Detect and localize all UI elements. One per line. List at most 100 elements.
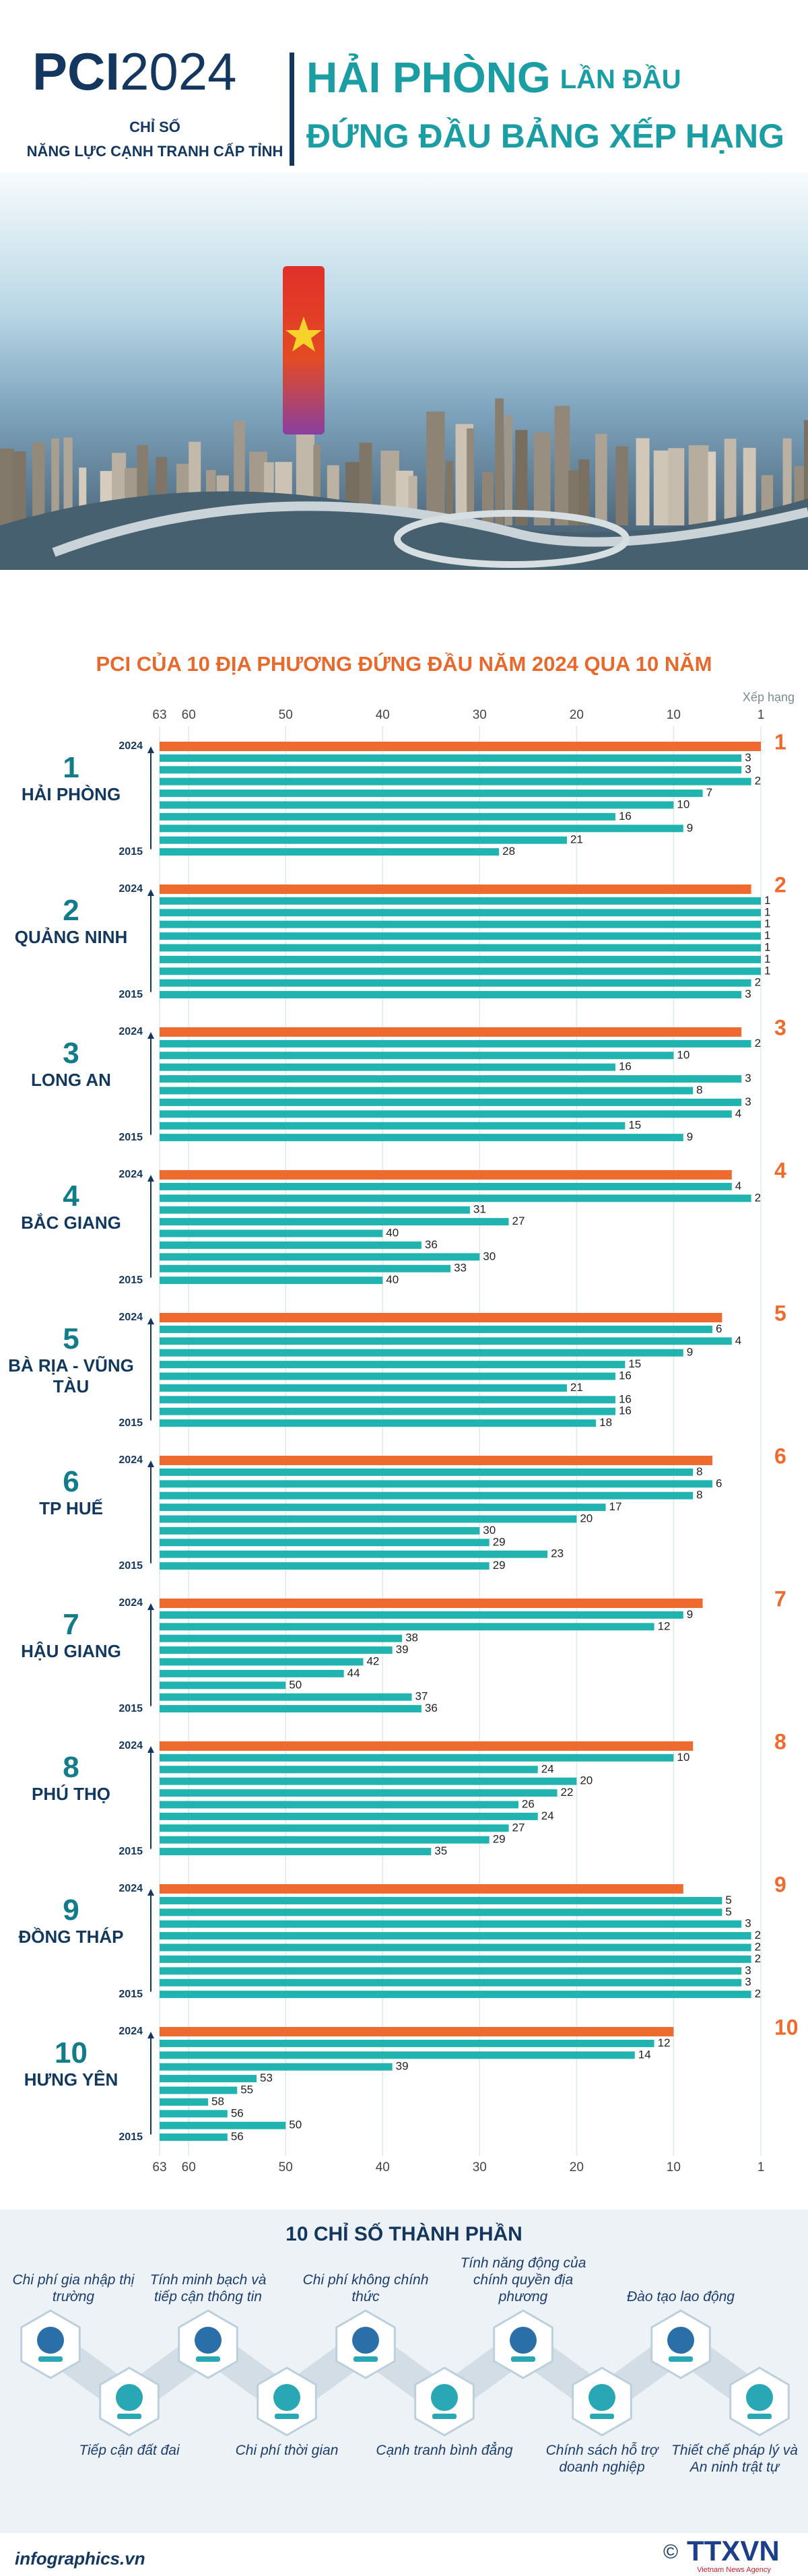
value-label: 15: [628, 1119, 641, 1132]
value-label: 3: [745, 1095, 751, 1108]
axis-arrow-head: [147, 1746, 154, 1753]
y-tick-label: 2024: [119, 1026, 143, 1037]
value-label: 2: [755, 1952, 761, 1965]
component-label: Cạnh tranh bình đẳng: [376, 2443, 513, 2458]
y-tick-label: 2024: [119, 740, 143, 752]
band: [41, 2329, 769, 2417]
value-label: 3: [745, 1917, 751, 1930]
value-label: 16: [619, 1369, 632, 1382]
bar: [160, 1967, 742, 1975]
bar: [160, 777, 751, 785]
y-tick-label: 2024: [119, 1597, 143, 1609]
bar: [160, 1361, 626, 1369]
value-label: 16: [619, 1405, 632, 1417]
building: [578, 459, 590, 525]
building: [636, 438, 650, 525]
component-label: Chính sách hỗ trợ doanh nghiệp: [545, 2443, 659, 2475]
group-label: 3 LONG AN: [5, 1037, 137, 1091]
x-tick-label: 50: [279, 2160, 293, 2175]
group-label: 4 BẮC GIANG: [5, 1180, 137, 1233]
y-tick-label: 2015: [119, 989, 143, 1000]
components-title: 10 CHỈ SỐ THÀNH PHẦN: [285, 2222, 523, 2245]
value-label: 20: [580, 1774, 593, 1787]
value-label: 8: [696, 1465, 702, 1478]
bar: [160, 754, 742, 762]
icon: [196, 2356, 220, 2362]
building: [32, 442, 45, 525]
icon: [195, 2327, 222, 2354]
value-label: 6: [716, 1322, 722, 1335]
bar: [160, 1491, 694, 1500]
value-label: 1: [774, 730, 786, 754]
header-bg: [0, 0, 808, 172]
bar: [160, 1122, 626, 1130]
group-rank: 9: [63, 1894, 79, 1927]
icon: [273, 2384, 300, 2411]
value-label: 9: [687, 1346, 693, 1359]
bar: [160, 2051, 635, 2059]
bar: [160, 1253, 480, 1261]
bar: [160, 801, 674, 809]
bar: [160, 1337, 732, 1345]
value-label: 58: [211, 2095, 224, 2108]
icon: [511, 2356, 535, 2362]
group-rank: 10: [55, 2036, 88, 2069]
bar: [160, 2121, 286, 2129]
icon: [431, 2384, 458, 2411]
bar: [160, 1753, 674, 1762]
building: [63, 437, 73, 525]
legend-entry: TP HUẾ: [39, 1498, 103, 1518]
bar: [160, 1539, 490, 1547]
value-label: 3: [745, 988, 751, 1000]
value-label: 2: [755, 1037, 761, 1050]
value-label: 27: [512, 1215, 525, 1227]
value-label: 9: [687, 1608, 693, 1621]
headline-line2: ĐỨNG ĐẦU BẢNG XẾP HẠNG: [306, 117, 784, 155]
value-label: 44: [347, 1667, 360, 1679]
value-label: 23: [551, 1547, 564, 1560]
legend-entry: HẬU GIANG: [21, 1641, 121, 1661]
group-rank: 4: [63, 1180, 79, 1213]
building: [668, 448, 685, 525]
legend-entry: LONG AN: [31, 1070, 111, 1090]
group-label: 9 ĐỒNG THÁP: [5, 1894, 137, 1947]
group-rank: 3: [63, 1037, 79, 1070]
building: [0, 448, 15, 525]
value-label: 24: [541, 1762, 554, 1775]
bar: [160, 1206, 470, 1214]
building: [446, 461, 453, 525]
value-label: 40: [386, 1226, 399, 1239]
bar: [160, 1241, 422, 1249]
bar: [160, 1052, 674, 1060]
building: [533, 432, 551, 525]
value-label: 4: [735, 1334, 741, 1347]
value-label: 15: [628, 1357, 641, 1370]
building: [724, 439, 737, 525]
value-label: 1: [764, 894, 770, 907]
logo-sub: Vietnam News Agency: [697, 2566, 771, 2574]
bar: [160, 1480, 712, 1488]
icon: [510, 2327, 537, 2354]
bar: [160, 1170, 732, 1180]
bar: [160, 1182, 732, 1190]
x-tick-label: 63: [152, 2160, 166, 2175]
chart-title: PCI CỦA 10 ĐỊA PHƯƠNG ĐỨNG ĐẦU NĂM 2024 …: [96, 651, 712, 676]
value-label: 3: [745, 1976, 751, 1989]
building: [51, 438, 59, 525]
value-label: 9: [687, 1130, 693, 1143]
building: [313, 445, 321, 525]
bar: [160, 897, 761, 905]
x-tick-label: 40: [376, 708, 390, 722]
value-label: 2: [755, 1191, 761, 1204]
bar: [160, 1229, 383, 1237]
bar: [160, 1526, 480, 1535]
value-label: 56: [231, 2106, 244, 2119]
value-label: 33: [454, 1262, 467, 1275]
building: [803, 420, 808, 525]
y-tick-label: 2024: [119, 1312, 143, 1323]
axis-arrow-head: [147, 1175, 154, 1182]
component-label: Tính năng động của chính quyền địa phươn…: [461, 2255, 586, 2305]
value-label: 55: [240, 2083, 253, 2096]
component-label: Chi phí gia nhập thị trường: [12, 2272, 135, 2305]
